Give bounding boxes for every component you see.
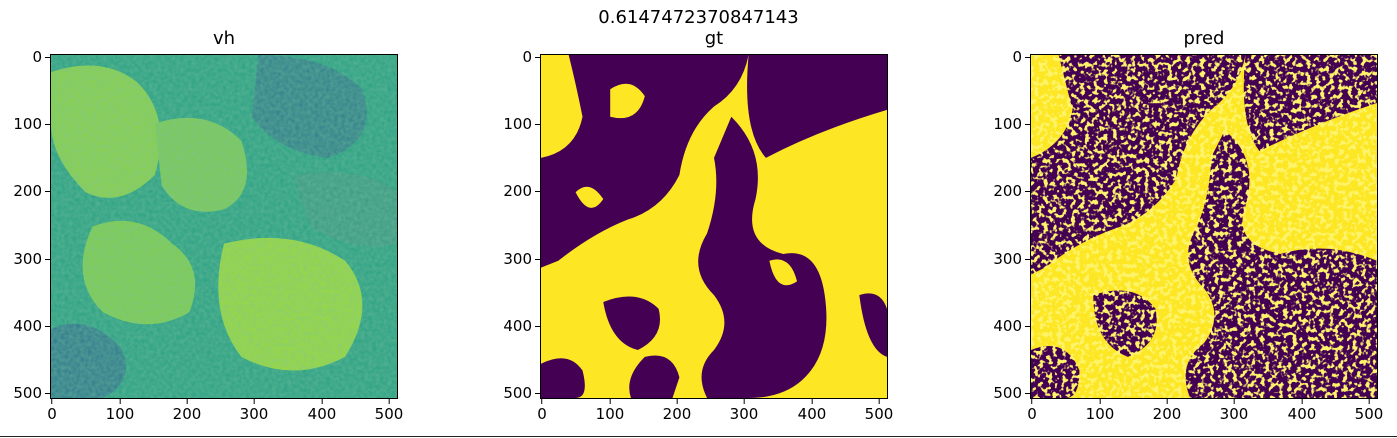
gt-mask-image — [540, 54, 888, 399]
xtick-pred-300: 300 — [1220, 399, 1249, 423]
ytick-pred-300: 300 — [993, 250, 1030, 268]
ytick-vh-500: 500 — [13, 384, 50, 402]
ytick-vh-100: 100 — [13, 115, 50, 133]
panel-title-vh: vh — [50, 28, 398, 49]
ytick-vh-200: 200 — [13, 182, 50, 200]
ytick-gt-100: 100 — [503, 115, 540, 133]
ytick-pred-100: 100 — [993, 115, 1030, 133]
ytick-pred-400: 400 — [993, 317, 1030, 335]
ytick-vh-400: 400 — [13, 317, 50, 335]
ytick-pred-500: 500 — [993, 384, 1030, 402]
xtick-gt-300: 300 — [730, 399, 759, 423]
ytick-gt-300: 300 — [503, 250, 540, 268]
panel-title-gt: gt — [540, 28, 888, 49]
xtick-pred-500: 500 — [1355, 399, 1384, 423]
xtick-gt-0: 0 — [537, 399, 547, 423]
panel-gt: gt 0 100 200 300 400 500 0 100 200 30 — [490, 0, 880, 438]
xtick-gt-100: 100 — [596, 399, 625, 423]
ytick-gt-200: 200 — [503, 182, 540, 200]
pred-mask-image — [1030, 54, 1378, 399]
xtick-vh-400: 400 — [308, 399, 337, 423]
panel-pred: pred 0 100 200 300 — [980, 0, 1370, 438]
ytick-gt-400: 400 — [503, 317, 540, 335]
panel-vh: vh 0 100 — [0, 0, 390, 438]
xtick-gt-200: 200 — [663, 399, 692, 423]
xtick-pred-0: 0 — [1027, 399, 1037, 423]
ytick-vh-0: 0 — [32, 48, 50, 66]
vh-image — [50, 54, 398, 399]
ytick-pred-0: 0 — [1012, 48, 1030, 66]
xtick-vh-200: 200 — [173, 399, 202, 423]
ytick-vh-300: 300 — [13, 250, 50, 268]
xtick-pred-400: 400 — [1288, 399, 1317, 423]
ytick-gt-500: 500 — [503, 384, 540, 402]
panel-title-pred: pred — [1030, 28, 1378, 49]
ytick-gt-0: 0 — [522, 48, 540, 66]
xtick-vh-300: 300 — [240, 399, 269, 423]
xtick-pred-200: 200 — [1153, 399, 1182, 423]
ytick-pred-200: 200 — [993, 182, 1030, 200]
xtick-vh-500: 500 — [375, 399, 404, 423]
bottom-border-line — [0, 436, 1397, 437]
xtick-vh-100: 100 — [106, 399, 135, 423]
xtick-pred-100: 100 — [1086, 399, 1115, 423]
xtick-gt-500: 500 — [865, 399, 894, 423]
xtick-gt-400: 400 — [798, 399, 827, 423]
xtick-vh-0: 0 — [47, 399, 57, 423]
